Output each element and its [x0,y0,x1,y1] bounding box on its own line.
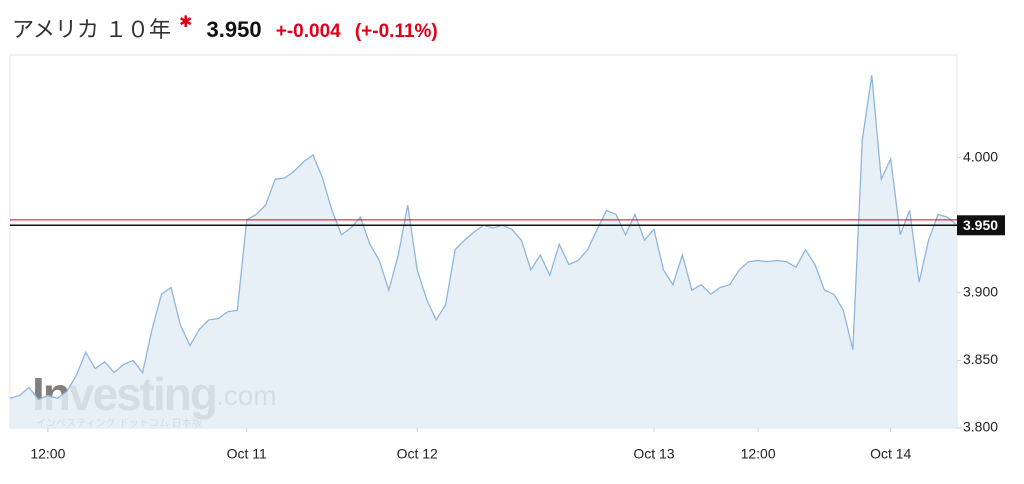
quote-header: アメリカ １０年 ✱ 3.950 +-0.004 (+-0.11%) [12,12,446,44]
area [10,75,957,429]
y-tick-label: 4.000 [963,148,998,164]
x-tick-label: 12:00 [741,446,776,462]
instrument-name: アメリカ １０年 [12,17,172,42]
x-tick-label: Oct 12 [397,446,438,462]
last-price-label: 3.950 [963,217,998,233]
x-tick-label: Oct 11 [227,446,267,462]
x-tick-label: Oct 14 [870,446,911,462]
x-tick-label: 12:00 [30,446,65,462]
change: +-0.004 [275,21,341,42]
last-price-box [957,215,1005,236]
status-icon: ✱ [179,14,193,31]
change-percent: (+-0.11%) [354,21,438,42]
y-tick-label: 3.850 [963,351,998,367]
x-tick-label: Oct 13 [633,446,674,462]
y-tick-label: 3.900 [963,284,998,300]
y-tick-label: 3.800 [963,419,998,435]
last-price: 3.950 [206,17,262,42]
